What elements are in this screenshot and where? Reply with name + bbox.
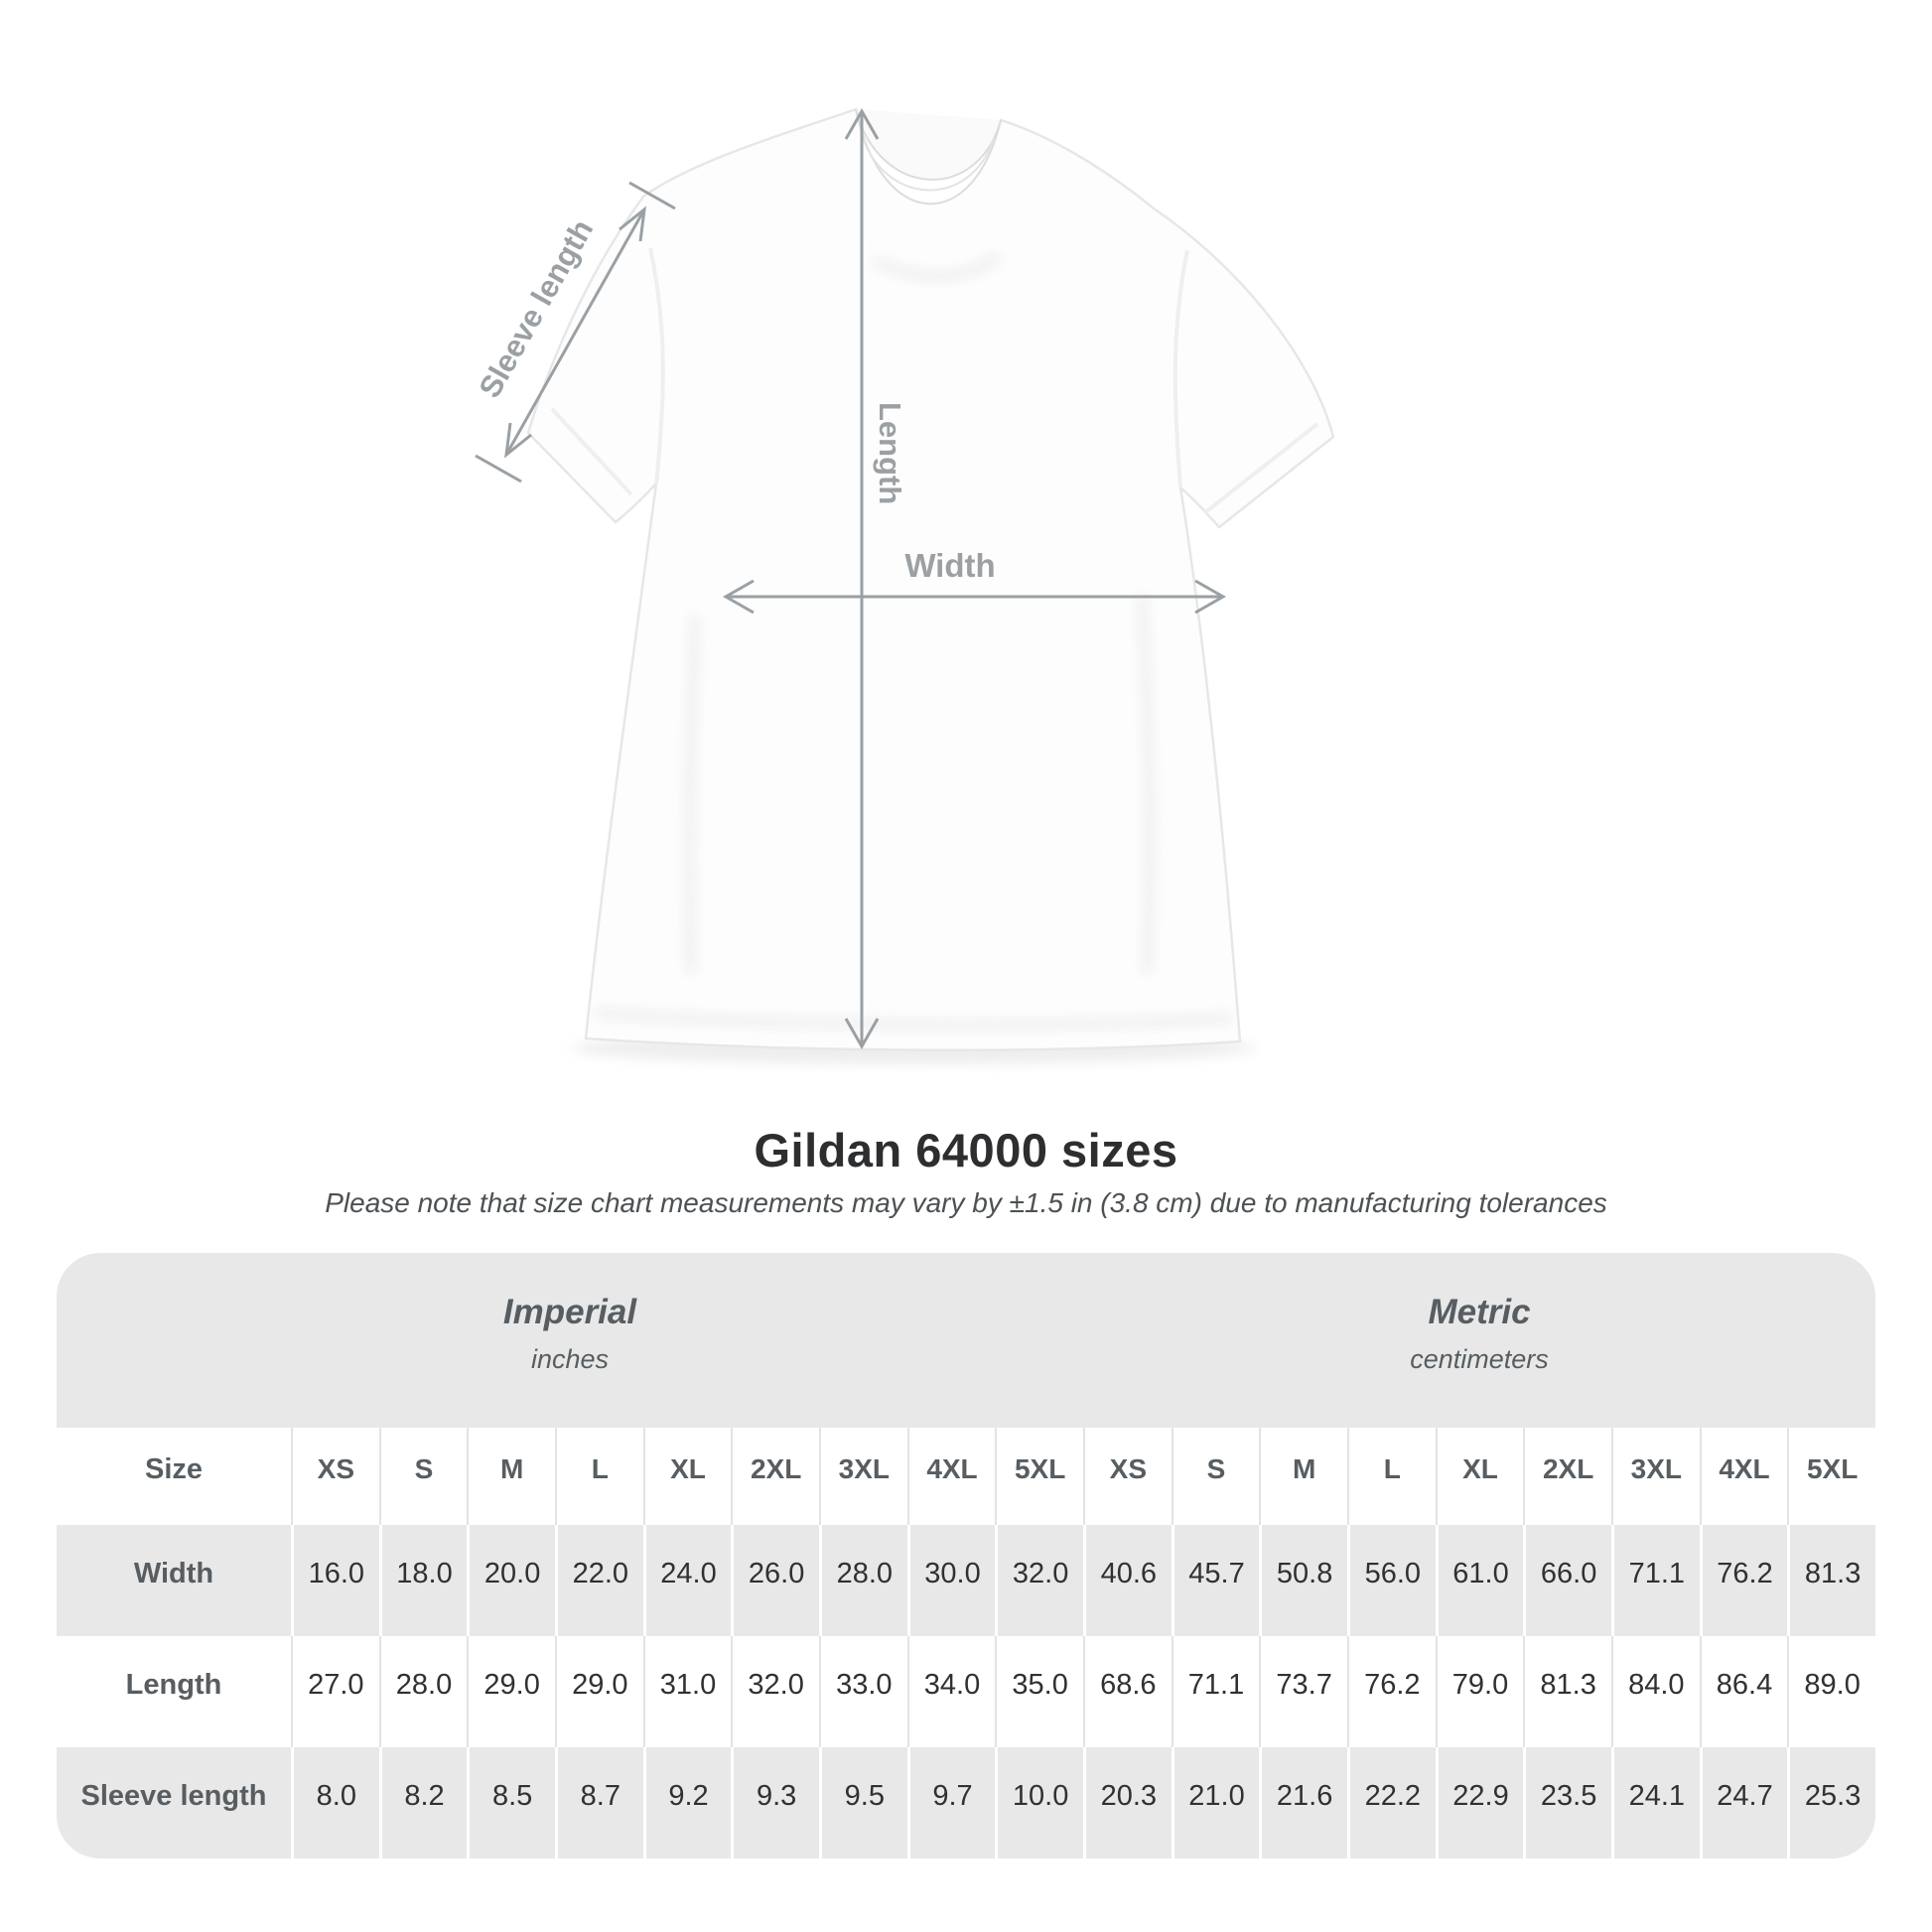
size-header-metric: M [1259,1428,1347,1525]
value-metric: 21.6 [1259,1747,1347,1859]
value-imperial: 9.3 [731,1747,819,1859]
value-metric: 66.0 [1523,1525,1611,1636]
row-label: Length [125,1668,222,1701]
value-imperial: 8.0 [291,1747,379,1859]
size-header-metric: XL [1435,1428,1524,1525]
size-header-imperial: 4XL [906,1428,996,1525]
value-imperial: 9.5 [818,1747,907,1859]
value-imperial: 33.0 [818,1636,907,1747]
width-label: Width [904,547,995,584]
size-header-metric: 5XL [1787,1428,1875,1525]
imperial-unit: inches [530,1343,610,1374]
value-metric: 71.1 [1171,1636,1260,1747]
value-imperial: 32.0 [731,1636,819,1747]
value-metric: 40.6 [1082,1525,1172,1636]
value-metric: 68.6 [1082,1636,1172,1747]
value-metric: 45.7 [1171,1525,1260,1636]
value-metric: 81.3 [1523,1636,1611,1747]
neck-opening [856,109,1001,180]
tshirt-measurement-diagram: Sleeve length Length Width [472,107,1335,1064]
size-header-imperial: XL [642,1428,732,1525]
value-metric: 50.8 [1259,1525,1347,1636]
size-header-imperial: 5XL [995,1428,1083,1525]
size-column-header: Size [144,1452,204,1485]
value-imperial: 28.0 [378,1636,468,1747]
size-header-imperial: M [467,1428,555,1525]
value-imperial: 20.0 [467,1525,555,1636]
length-label: Length [873,402,907,504]
value-imperial: 26.0 [731,1525,819,1636]
value-imperial: 34.0 [906,1636,996,1747]
size-header-imperial: S [378,1428,468,1525]
width-arrow: Width [722,547,1227,615]
row-label: Width [133,1557,214,1589]
value-metric: 89.0 [1787,1636,1875,1747]
size-header-imperial: 3XL [818,1428,907,1525]
value-metric: 22.9 [1435,1747,1524,1859]
value-metric: 71.1 [1610,1525,1700,1636]
value-metric: 21.0 [1171,1747,1260,1859]
tshirt-illustration [526,107,1335,1051]
value-metric: 86.4 [1699,1636,1788,1747]
value-metric: 73.7 [1259,1636,1347,1747]
value-imperial: 28.0 [818,1525,907,1636]
imperial-title: Imperial [502,1292,637,1331]
table-row: Width 16.0 18.0 20.0 22.0 24.0 26.0 28.0 30.0 32.… [57,1525,1875,1636]
value-imperial: 29.0 [467,1636,555,1747]
size-header-imperial: 2XL [731,1428,819,1525]
size-table: Imperial inches Metric centimeters Size X… [57,1253,1875,1859]
value-imperial: 22.0 [554,1525,643,1636]
value-imperial: 10.0 [995,1747,1083,1859]
unit-section-band: Imperial inches Metric centimeters [57,1253,1875,1428]
size-grid: Size XS S M L XL 2XL 3XL 4XL 5XL XS S M L XL 2XL 3XL 4XL 5… [57,1428,1875,1859]
value-metric: 79.0 [1435,1636,1524,1747]
metric-title: Metric [1428,1292,1531,1331]
size-header-metric: XS [1082,1428,1172,1525]
value-imperial: 16.0 [291,1525,379,1636]
heading: Gildan 64000 sizes Please note that size… [0,1123,1932,1219]
value-imperial: 9.2 [642,1747,732,1859]
imperial-section-header: Imperial inches [57,1253,1083,1428]
table-row: Length 27.0 28.0 29.0 29.0 31.0 32.0 33.0 34.0 35… [57,1636,1875,1747]
value-metric: 84.0 [1610,1636,1700,1747]
size-header-metric: L [1346,1428,1436,1525]
value-imperial: 9.7 [906,1747,996,1859]
value-imperial: 18.0 [378,1525,468,1636]
table-row: Sleeve length 8.0 8.2 8.5 8.7 9.2 9.3 9.5 9.7 10.… [57,1747,1875,1859]
value-imperial: 8.2 [378,1747,468,1859]
value-imperial: 24.0 [642,1525,732,1636]
row-label: Sleeve length [80,1779,267,1812]
size-header-metric: S [1171,1428,1260,1525]
value-metric: 76.2 [1699,1525,1788,1636]
metric-section-header: Metric centimeters [1083,1253,1875,1428]
size-header-metric: 3XL [1610,1428,1700,1525]
value-metric: 81.3 [1787,1525,1875,1636]
value-metric: 25.3 [1787,1747,1875,1859]
value-metric: 24.7 [1699,1747,1788,1859]
value-imperial: 8.5 [467,1747,555,1859]
value-imperial: 29.0 [554,1636,643,1747]
value-metric: 24.1 [1610,1747,1700,1859]
value-metric: 61.0 [1435,1525,1524,1636]
size-header-imperial: L [554,1428,643,1525]
value-imperial: 27.0 [291,1636,379,1747]
metric-unit: centimeters [1410,1343,1549,1374]
size-header-imperial: XS [291,1428,379,1525]
size-header-row: Size XS S M L XL 2XL 3XL 4XL 5XL XS S M L XL 2XL 3XL 4XL 5… [57,1428,1875,1525]
value-metric: 20.3 [1082,1747,1172,1859]
size-header-metric: 2XL [1523,1428,1611,1525]
value-metric: 22.2 [1346,1747,1436,1859]
value-imperial: 35.0 [995,1636,1083,1747]
value-imperial: 32.0 [995,1525,1083,1636]
page-title: Gildan 64000 sizes [754,1124,1178,1176]
value-metric: 76.2 [1346,1636,1436,1747]
value-imperial: 31.0 [642,1636,732,1747]
size-header-metric: 4XL [1699,1428,1788,1525]
tolerance-note: Please note that size chart measurements… [325,1187,1607,1218]
value-imperial: 30.0 [906,1525,996,1636]
value-metric: 23.5 [1523,1747,1611,1859]
value-imperial: 8.7 [554,1747,643,1859]
length-arrow: Length [844,107,907,1050]
value-metric: 56.0 [1346,1525,1436,1636]
